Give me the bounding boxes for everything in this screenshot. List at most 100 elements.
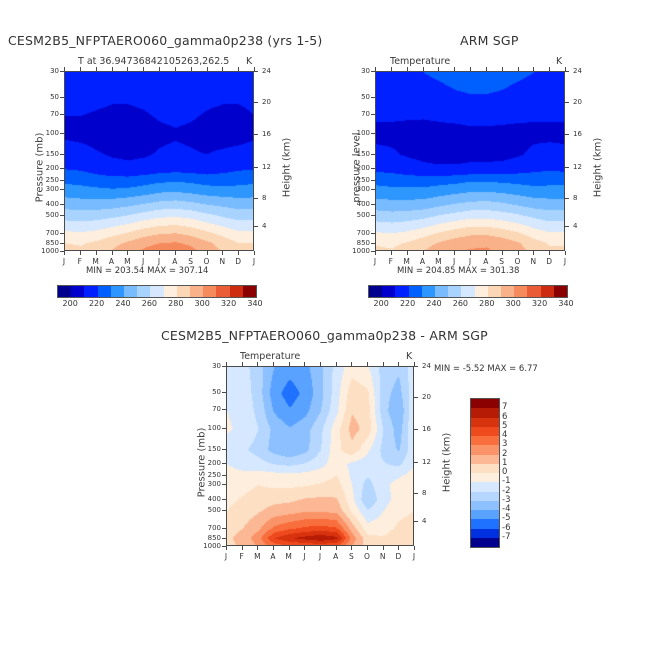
month-tick-label: M xyxy=(403,257,410,266)
month-tick-mark-top xyxy=(241,362,243,366)
colorbar-segment xyxy=(501,286,515,297)
month-tick-mark-top xyxy=(257,362,259,366)
colorbar-segment xyxy=(471,463,499,473)
colorbar-tick-label: 260 xyxy=(452,299,469,308)
pressure-tick-label: 700 xyxy=(45,228,59,237)
height-tick-label: 24 xyxy=(573,67,582,75)
height-tick-label: 16 xyxy=(262,130,271,139)
height-tick-label: 16 xyxy=(422,425,431,434)
height-tick-mark xyxy=(254,101,258,103)
month-tick-label: J xyxy=(303,552,306,561)
pressure-tick-mark xyxy=(371,251,375,252)
pressure-tick-mark xyxy=(371,168,375,170)
month-tick-mark-top xyxy=(226,362,227,366)
colorbar-segment xyxy=(471,500,499,510)
panel-difference-left-subtitle: Temperature xyxy=(240,351,301,362)
panel-model-plot-area xyxy=(64,71,254,251)
pressure-tick-mark xyxy=(60,71,64,72)
pressure-tick-label: 300 xyxy=(45,185,59,194)
colorbar-tick-label: -7 xyxy=(502,531,511,542)
pressure-tick-mark xyxy=(222,484,226,486)
month-tick-mark-bottom xyxy=(174,251,176,255)
month-tick-mark-bottom xyxy=(288,546,290,550)
month-tick-mark-top xyxy=(254,67,255,71)
colorbar-segment xyxy=(471,436,499,446)
month-tick-mark-top xyxy=(549,67,551,71)
panel-model-left-subtitle: T at 36.94736842105263,262.5 xyxy=(78,56,230,67)
month-tick-label: S xyxy=(499,257,505,266)
pressure-tick-label: 70 xyxy=(50,110,59,119)
month-tick-label: J xyxy=(412,552,416,561)
height-tick-label: 8 xyxy=(262,193,267,202)
month-tick-mark-bottom xyxy=(414,546,415,550)
height-tick-label: 8 xyxy=(422,488,427,497)
colorbar-segment xyxy=(448,286,462,297)
month-tick-label: J xyxy=(224,552,228,561)
height-tick-mark xyxy=(565,197,569,199)
pressure-tick-mark xyxy=(60,179,64,181)
colorbar-segment xyxy=(471,445,499,455)
pressure-tick-label: 100 xyxy=(45,128,59,137)
panel-model-minmax: MIN = 203.54 MAX = 307.14 xyxy=(86,266,209,276)
pressure-tick-label: 100 xyxy=(207,423,221,432)
month-tick-mark-top xyxy=(501,67,503,71)
pressure-tick-label: 150 xyxy=(207,444,221,453)
month-tick-mark-bottom xyxy=(533,251,535,255)
pressure-tick-mark xyxy=(222,448,226,450)
month-tick-mark-bottom xyxy=(335,546,337,550)
colorbar-tick-label: 300 xyxy=(194,299,210,308)
month-tick-mark-bottom xyxy=(226,546,227,550)
month-tick-label: D xyxy=(546,257,553,266)
colorbar-segment xyxy=(110,286,125,297)
colorbar-tick-label: -6 xyxy=(502,522,511,533)
pressure-tick-label: 200 xyxy=(45,164,59,173)
colorbar-tick-label: 2 xyxy=(502,448,508,459)
month-tick-label: M xyxy=(92,257,99,266)
panel-model-contour-canvas xyxy=(65,72,253,250)
pressure-tick-mark xyxy=(222,427,226,429)
month-tick-mark-bottom xyxy=(501,251,503,255)
colorbar-segment xyxy=(242,286,257,297)
month-tick-mark-top xyxy=(422,67,424,71)
colorbar-segment xyxy=(229,286,243,297)
pressure-tick-mark xyxy=(222,366,226,367)
month-tick-mark-bottom xyxy=(95,251,97,255)
month-tick-mark-bottom xyxy=(470,251,471,255)
panel-obs-title: ARM SGP xyxy=(460,33,519,48)
pressure-tick-label: 50 xyxy=(212,388,221,397)
height-tick-label: 12 xyxy=(422,457,431,466)
pressure-tick-mark xyxy=(222,392,226,394)
pressure-tick-mark xyxy=(371,132,375,134)
pressure-tick-label: 850 xyxy=(45,238,59,247)
panel-difference-minmax: MIN = -5.52 MAX = 6.77 xyxy=(434,364,538,374)
month-tick-mark-top xyxy=(382,362,384,366)
colorbar-segment xyxy=(471,417,499,427)
month-tick-label: J xyxy=(453,257,456,266)
month-tick-mark-bottom xyxy=(222,251,224,255)
colorbar-tick-label: -3 xyxy=(502,494,511,505)
height-tick-label: 20 xyxy=(262,97,271,106)
height-tick-label: 24 xyxy=(262,67,271,75)
month-tick-mark-bottom xyxy=(367,546,368,550)
pressure-tick-mark xyxy=(60,251,64,252)
month-tick-label: N xyxy=(379,552,386,561)
pressure-tick-mark xyxy=(222,409,226,411)
colorbar-segment xyxy=(421,286,436,297)
month-tick-mark-bottom xyxy=(143,251,145,255)
pressure-tick-mark xyxy=(60,97,64,99)
month-tick-mark-bottom xyxy=(64,251,65,255)
month-tick-mark-bottom xyxy=(320,546,321,550)
height-tick-label: 4 xyxy=(262,222,267,231)
pressure-tick-label: 30 xyxy=(50,67,59,75)
month-tick-mark-bottom xyxy=(454,251,456,255)
colorbar-segment xyxy=(395,286,409,297)
month-tick-mark-top xyxy=(320,362,321,366)
month-tick-mark-bottom xyxy=(398,546,400,550)
panel-obs-colorbar xyxy=(368,285,568,298)
height-tick-mark xyxy=(414,429,418,431)
month-tick-mark-bottom xyxy=(111,251,113,255)
colorbar-tick-label: 320 xyxy=(220,299,237,308)
colorbar-tick-label: 300 xyxy=(505,299,521,308)
panel-obs: ARM SGP Temperature K pressure level Hei… xyxy=(330,0,654,310)
month-tick-mark-bottom xyxy=(549,251,551,255)
